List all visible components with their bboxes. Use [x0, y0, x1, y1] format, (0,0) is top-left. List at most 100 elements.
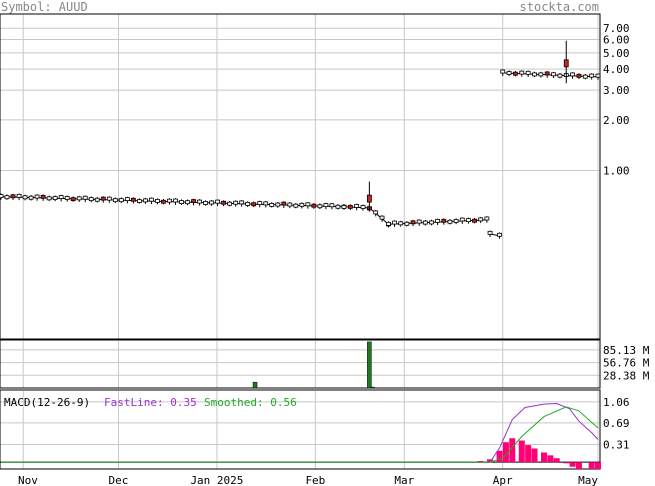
- macd-tick-label: 0.31: [603, 439, 630, 452]
- macd-histogram: [0, 438, 601, 469]
- candle-body: [544, 71, 550, 76]
- x-axis-label: Apr: [493, 474, 513, 486]
- candle-body: [373, 210, 379, 215]
- macd-fastline: [1, 402, 599, 463]
- macd-histogram-bar: [509, 438, 516, 463]
- candle-body: [429, 220, 434, 225]
- candle-body: [16, 193, 22, 198]
- macd-histogram-bar: [541, 452, 548, 463]
- macd-histogram-bar: [588, 462, 595, 469]
- candle-body: [416, 219, 422, 224]
- candle-body: [197, 199, 202, 204]
- macd-histogram-bar: [525, 445, 532, 463]
- price-tick-label: 5.00: [603, 47, 630, 60]
- macd-smoothed-label: Smoothed: 0.56: [204, 396, 297, 409]
- candle-body: [82, 195, 88, 200]
- candle-body: [70, 197, 76, 202]
- candle-body: [506, 71, 512, 75]
- volume-axis: 85.13 M56.76 M28.38 M: [603, 344, 650, 382]
- candle-body: [185, 200, 190, 205]
- x-axis-labels: Nov Dec Jan 2025 Feb Mar Apr May: [18, 474, 598, 486]
- candle-body: [453, 219, 459, 223]
- macd-histogram-bar: [502, 442, 509, 463]
- macd-histogram-bar: [569, 462, 576, 467]
- macd-histogram-bar: [487, 459, 494, 463]
- candle-body: [563, 59, 569, 68]
- candle-body: [4, 195, 10, 200]
- price-panel-frame: [0, 13, 601, 340]
- price-tick-label: 6.00: [603, 33, 630, 46]
- candle-body: [173, 198, 178, 203]
- candle-body: [167, 198, 172, 203]
- price-tick-label: 1.00: [603, 165, 630, 178]
- volume-bars: [252, 341, 375, 389]
- macd-histogram-bar: [531, 448, 538, 463]
- candle-body: [422, 220, 428, 225]
- candle-body: [76, 196, 82, 201]
- candle-body: [305, 202, 311, 207]
- candle-body: [209, 200, 214, 205]
- candle-body: [497, 232, 502, 237]
- candle-body: [589, 73, 595, 78]
- candle-body: [484, 216, 490, 221]
- candle-body: [161, 199, 166, 204]
- macd-histogram-bar: [595, 462, 601, 469]
- macd-histogram-bar: [496, 450, 503, 463]
- x-axis-label: Nov: [18, 474, 38, 486]
- candle-body: [179, 200, 184, 204]
- price-series: [0, 69, 601, 239]
- candle-body: [404, 221, 410, 226]
- candle-body: [335, 204, 341, 209]
- grid-lines: [0, 14, 600, 469]
- price-tick-label: 7.00: [603, 22, 630, 35]
- price-tick-label: 3.00: [603, 84, 630, 97]
- candle-body: [215, 199, 221, 204]
- price-spikes: [366, 40, 569, 212]
- macd-tick-label: 0.69: [603, 417, 630, 430]
- x-axis-label: Dec: [109, 474, 129, 486]
- candle-body: [513, 71, 518, 76]
- candle-body: [410, 220, 416, 225]
- candle-body: [447, 219, 453, 224]
- candle-body: [257, 201, 263, 205]
- candle-body: [275, 202, 281, 207]
- volume-tick-label: 56.76 M: [603, 357, 650, 370]
- candle-body: [532, 72, 537, 77]
- candle-body: [360, 205, 366, 209]
- volume-tick-label: 85.13 M: [603, 344, 650, 357]
- volume-bar: [252, 381, 258, 389]
- x-axis-label: May: [578, 474, 598, 486]
- candle-body: [155, 199, 160, 203]
- candle-body: [293, 203, 299, 208]
- candle-body: [88, 197, 94, 202]
- candle-body: [227, 201, 233, 206]
- macd-fastline-label: FastLine: 0.35: [104, 396, 197, 409]
- candle-body: [10, 194, 16, 199]
- candle-body: [576, 73, 582, 78]
- candle-body: [124, 197, 130, 201]
- candle-body: [106, 196, 112, 201]
- candle-body: [311, 203, 317, 208]
- candle-body: [465, 218, 471, 223]
- x-axis-label: Mar: [394, 474, 414, 486]
- price-tick-label: 2.00: [603, 114, 630, 127]
- macd-axis: 1.06 0.69 0.31: [603, 396, 630, 452]
- candle-body: [392, 220, 397, 225]
- candle-body: [112, 198, 118, 203]
- candle-body: [58, 195, 64, 199]
- candle-body: [519, 70, 525, 75]
- candle-body: [329, 203, 335, 208]
- candle-body: [263, 201, 269, 206]
- site-label: stockta.com: [520, 0, 599, 14]
- candle-body: [317, 204, 323, 209]
- candle-body: [40, 194, 46, 199]
- candle-body: [34, 194, 40, 199]
- volume-bar: [370, 386, 375, 389]
- candle-body: [366, 194, 372, 203]
- macd-title: MACD(12-26-9): [4, 396, 90, 409]
- candle-body: [551, 72, 556, 77]
- candle-body: [386, 221, 391, 226]
- macd-histogram-bar: [518, 440, 525, 463]
- candle-body: [233, 200, 239, 205]
